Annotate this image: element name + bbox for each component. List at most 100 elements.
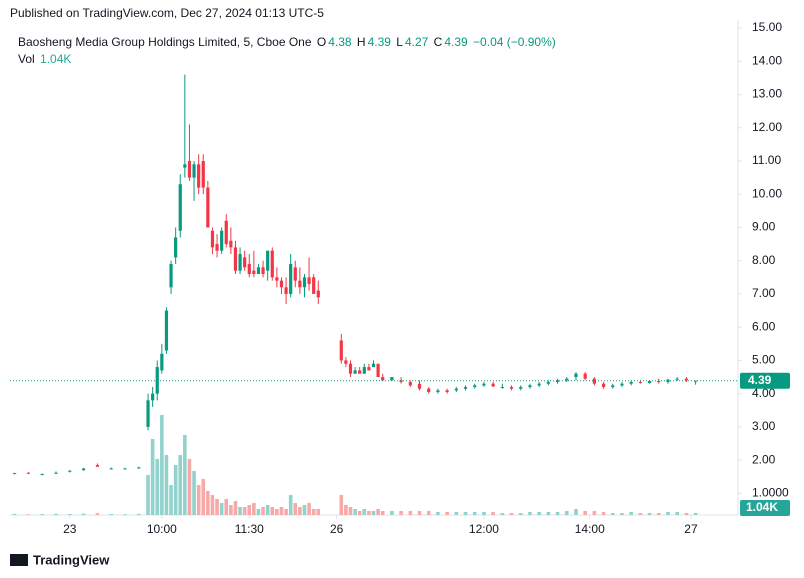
volume-bar	[109, 514, 114, 515]
y-tick-label: 1.0000	[752, 486, 789, 500]
volume-bar	[684, 513, 689, 515]
y-tick-label: 15.00	[752, 20, 782, 34]
volume-bar	[270, 507, 275, 515]
candle-body	[344, 360, 348, 364]
volume-bar	[546, 512, 551, 515]
y-tick-label: 12.00	[752, 120, 782, 134]
volume-bar	[666, 512, 670, 515]
candle-body	[279, 280, 284, 288]
candle-body	[109, 468, 113, 470]
ohlc-letter: L	[396, 35, 403, 49]
x-tick-label: 23	[63, 522, 77, 536]
candle-body	[528, 385, 532, 388]
volume-bar	[224, 499, 229, 515]
volume-bar	[362, 509, 367, 515]
volume-bar	[620, 513, 624, 515]
candle-body	[183, 164, 187, 168]
candle-body	[192, 164, 196, 178]
candle-body	[224, 220, 228, 245]
candle-body	[611, 385, 615, 388]
volume-bar	[537, 512, 541, 515]
candle-body	[408, 382, 412, 386]
ohlc-letter: C	[433, 35, 443, 49]
candle-body	[261, 267, 265, 274]
candle-body	[146, 400, 150, 427]
candle-body	[445, 390, 449, 393]
candle-body	[427, 388, 431, 393]
volume-bar	[307, 503, 311, 515]
candle-body	[491, 383, 495, 387]
volume-badge	[740, 500, 790, 516]
volume-bar	[219, 503, 224, 515]
y-tick-label: 4.00	[752, 386, 776, 400]
volume-bar	[95, 513, 100, 515]
candle-body	[293, 267, 297, 281]
candle-body	[151, 393, 155, 401]
y-tick-label: 3.00	[752, 419, 776, 433]
candle-body	[417, 383, 422, 389]
volume-title: Vol	[18, 52, 35, 66]
volume-bar	[68, 514, 72, 515]
published-note: Published on TradingView.com, Dec 27, 20…	[10, 6, 324, 20]
candle-body	[215, 244, 219, 251]
candle-body	[26, 472, 31, 474]
candle-body	[178, 184, 182, 231]
volume-bar	[693, 512, 698, 515]
volume-bar	[454, 512, 459, 515]
volume-bar	[380, 511, 385, 515]
candle-body	[252, 270, 256, 274]
volume-bar	[275, 509, 279, 515]
volume-bar	[137, 513, 141, 515]
last-price-label: 4.39	[748, 373, 772, 387]
volume-bar	[146, 475, 150, 515]
candle-body	[592, 378, 596, 384]
volume-bar	[81, 513, 86, 515]
volume-bar	[426, 511, 431, 515]
candle-body	[82, 468, 86, 471]
x-tick-label: 11:30	[235, 522, 264, 536]
candle-body	[381, 377, 385, 381]
volume-bar	[417, 511, 422, 515]
last-price-badge	[740, 372, 790, 389]
y-tick-label: 6.00	[752, 319, 776, 333]
volume-bar	[367, 511, 371, 515]
candle-body	[307, 277, 311, 284]
candle-body	[473, 385, 477, 388]
volume-bar	[256, 509, 261, 515]
candle-body	[574, 373, 578, 378]
candle-body	[275, 277, 279, 281]
volume-bar	[298, 507, 302, 515]
candle-body	[454, 388, 458, 391]
ohlc-value: 4.38	[328, 35, 352, 49]
y-tick-label: 14.00	[752, 53, 782, 67]
volume-bar	[265, 505, 270, 515]
volume-bar	[564, 511, 569, 515]
candle-body	[657, 381, 661, 383]
change: −0.04 (−0.90%)	[473, 35, 556, 49]
candle-body	[270, 250, 274, 278]
volume-bar	[201, 479, 206, 515]
volume-bar	[233, 501, 238, 515]
candle-body	[647, 381, 652, 384]
brand: TradingView	[33, 552, 110, 567]
volume-bar	[178, 455, 183, 515]
candle-body	[555, 380, 560, 383]
volume-bar	[509, 513, 514, 515]
volume-bar	[173, 465, 178, 515]
candle-body	[243, 257, 247, 268]
volume-bar	[592, 511, 597, 515]
candle-body	[123, 468, 127, 470]
volume-bar	[302, 505, 307, 515]
volume-legend: Vol 1.04K	[18, 52, 73, 66]
candle-body	[629, 382, 633, 384]
volume-bar	[555, 512, 560, 515]
volume-value: 1.04K	[40, 52, 72, 66]
volume-bar	[656, 513, 661, 515]
volume-bar	[164, 455, 169, 515]
candle-body	[519, 387, 523, 389]
volume-bar	[261, 507, 265, 515]
candle-body	[233, 247, 238, 271]
candle-body	[436, 390, 440, 393]
candle-body	[256, 267, 261, 274]
